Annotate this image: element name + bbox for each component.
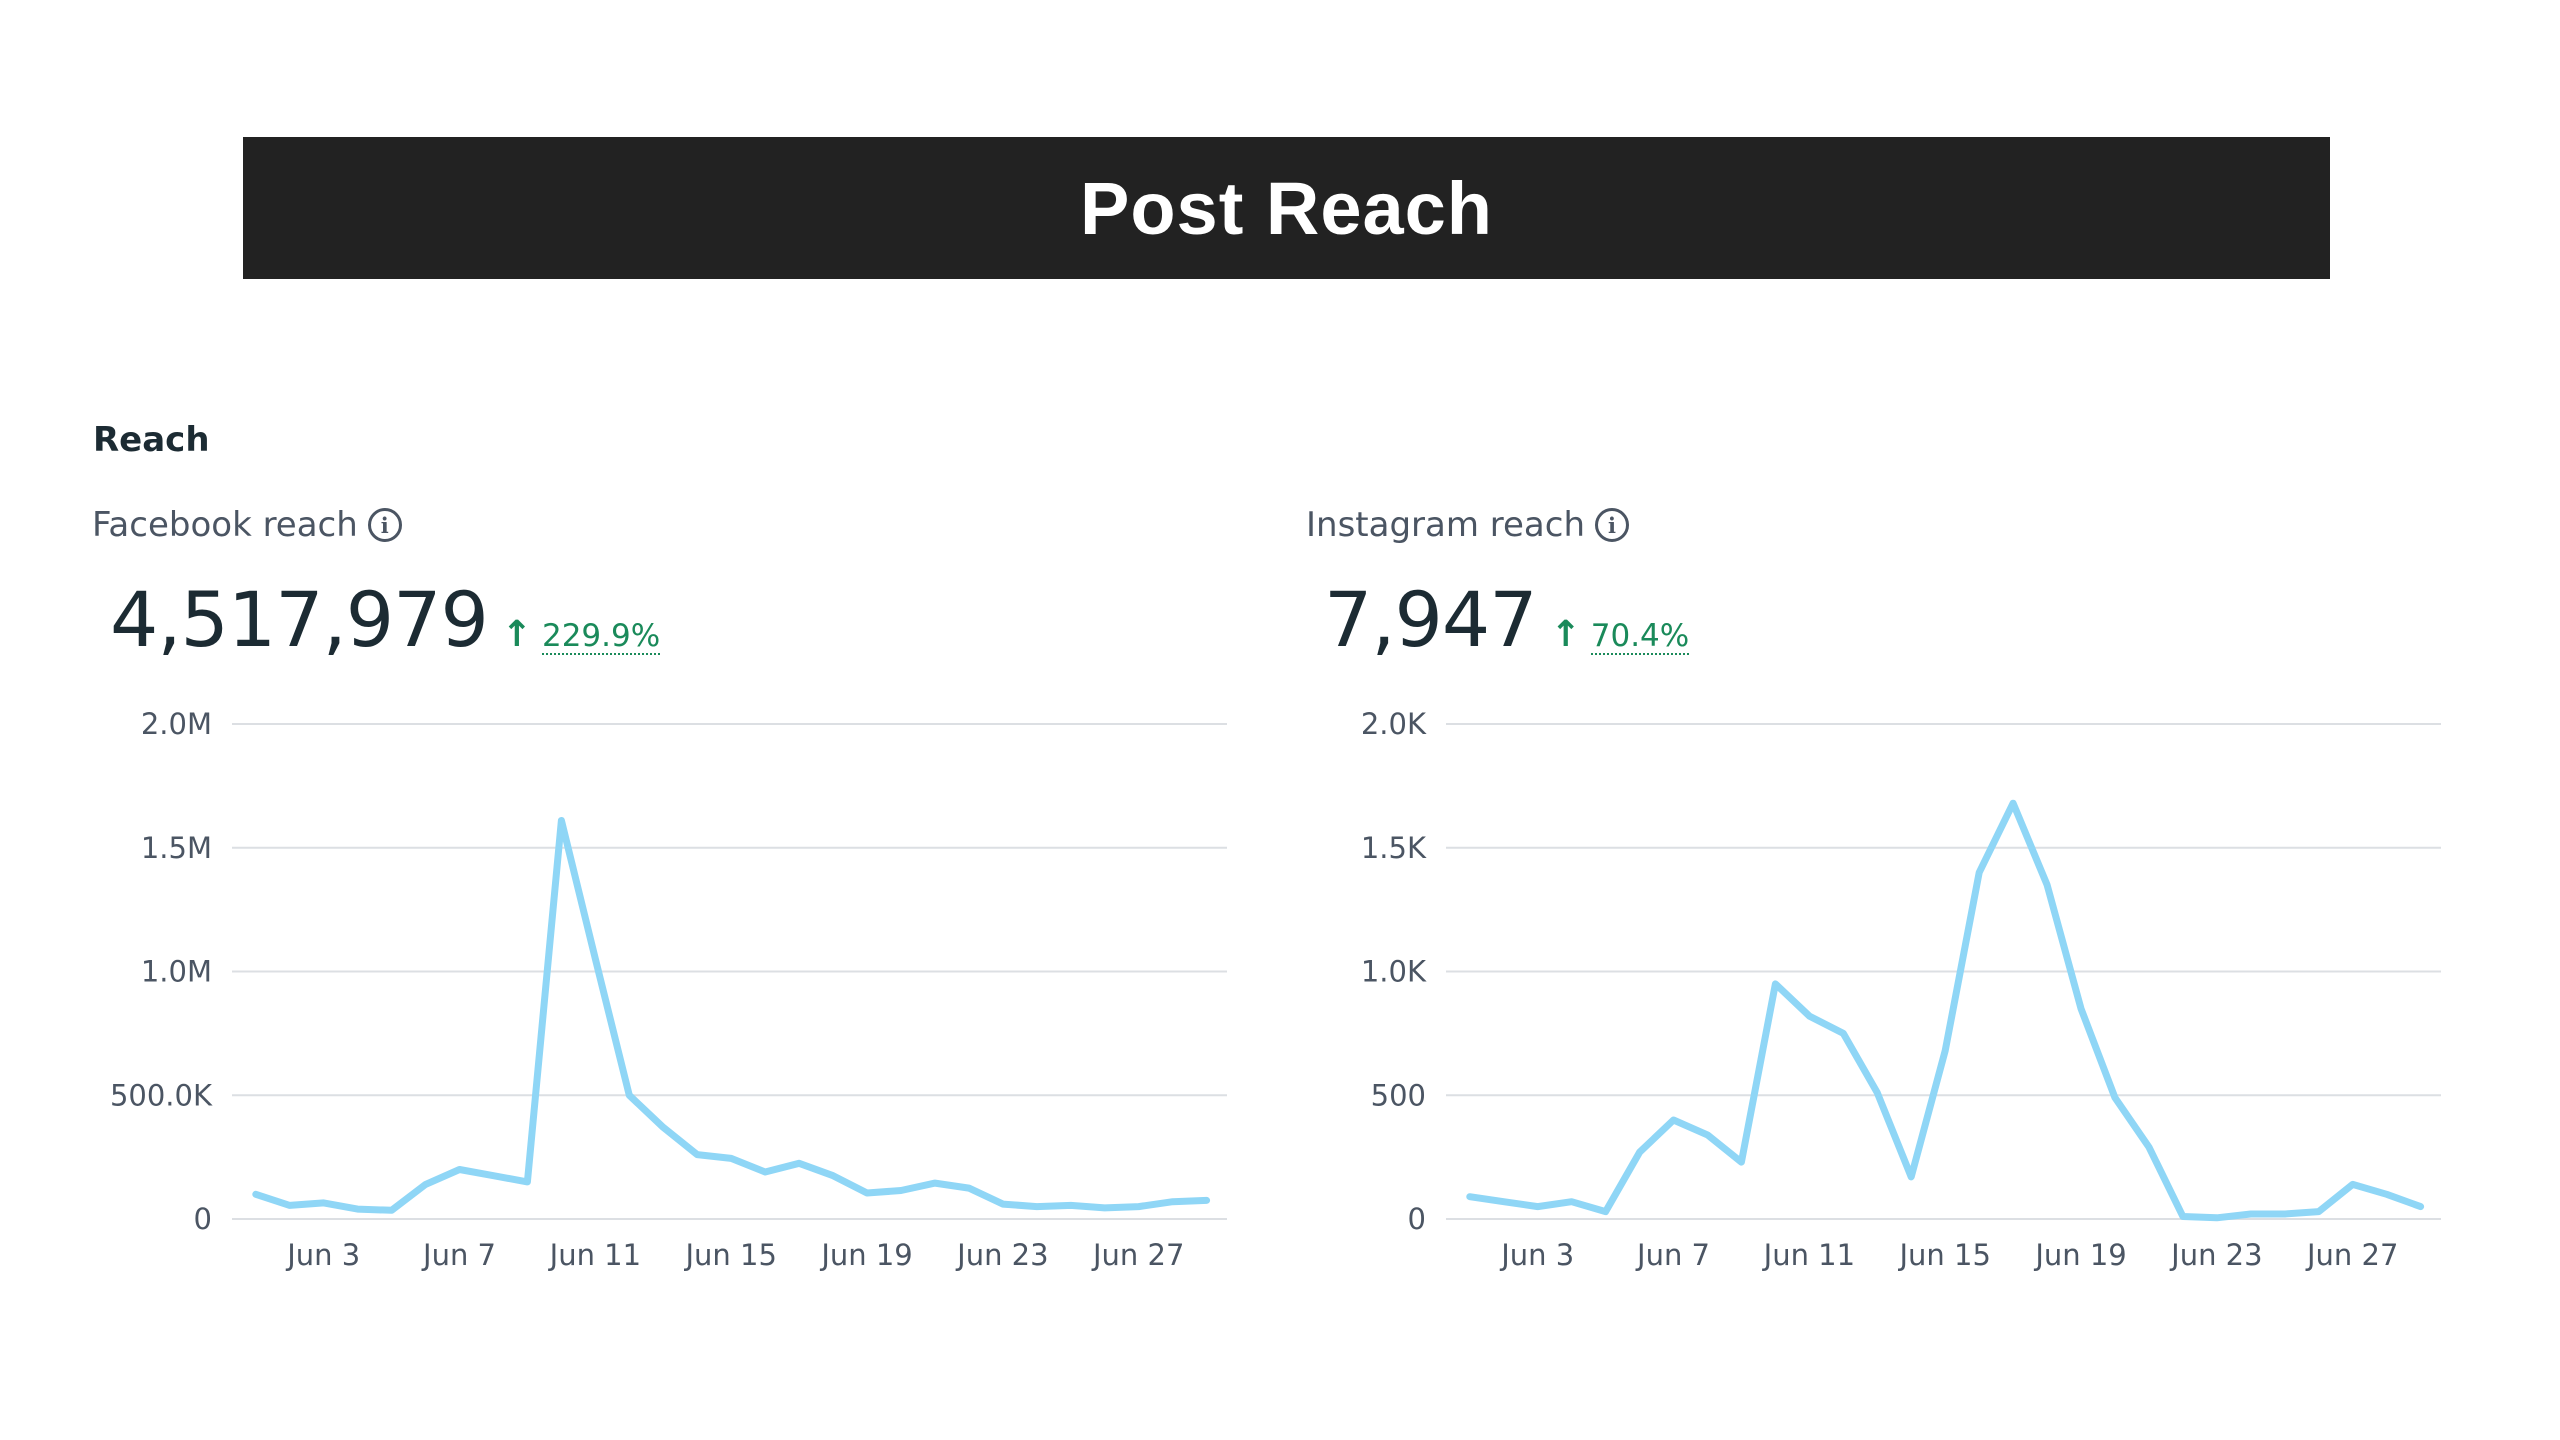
facebook-reach-label-row: Facebook reach i xyxy=(92,505,402,545)
x-tick-label: Jun 15 xyxy=(683,1238,776,1272)
instagram-reach-change[interactable]: 70.4% xyxy=(1590,618,1690,655)
instagram-reach-label-row: Instagram reach i xyxy=(1306,505,1630,545)
instagram-reach-total: 7,947 xyxy=(1324,575,1538,664)
y-tick-label: 500.0K xyxy=(110,1078,213,1112)
y-tick-label: 1.5K xyxy=(1361,831,1427,865)
facebook-reach-label: Facebook reach xyxy=(92,505,358,545)
info-icon[interactable]: i xyxy=(367,508,402,542)
instagram-reach-chart: 0 500 1.0K 1.5K 2.0K Jun 3 Jun 7 Jun 11 Jun 15 Ju… xyxy=(1361,707,2441,1272)
instagram-reach-stat: 7,947 ↑ 70.4% xyxy=(1324,575,1690,664)
x-tick-label: Jun 19 xyxy=(2033,1238,2126,1272)
section-title: Reach xyxy=(93,420,210,460)
facebook-reach-stat: 4,517,979 ↑ 229.9% xyxy=(110,575,661,664)
series-line xyxy=(252,817,1211,1214)
y-tick-label: 2.0K xyxy=(1361,707,1427,741)
x-tick-label: Jun 7 xyxy=(1635,1238,1710,1272)
x-tick-label: Jun 3 xyxy=(285,1238,360,1272)
x-tick-label: Jun 23 xyxy=(955,1238,1048,1272)
facebook-reach-total: 4,517,979 xyxy=(110,575,489,664)
y-tick-label: 1.0M xyxy=(141,955,212,989)
y-tick-label: 2.0M xyxy=(141,707,212,741)
info-icon[interactable]: i xyxy=(1595,508,1630,542)
x-tick-label: Jun 3 xyxy=(1499,1238,1574,1272)
facebook-reach-panel: Facebook reach i 4,517,979 ↑ 229.9% 0 500… xyxy=(92,505,1252,1285)
x-tick-label: Jun 27 xyxy=(2305,1238,2398,1272)
y-tick-label: 1.5M xyxy=(141,831,212,865)
instagram-reach-panel: Instagram reach i 7,947 ↑ 70.4% 0 500 1.0K… xyxy=(1306,505,2466,1285)
y-tick-label: 0 xyxy=(194,1202,212,1236)
instagram-reach-label: Instagram reach xyxy=(1306,505,1586,545)
y-tick-label: 500 xyxy=(1371,1078,1426,1112)
x-tick-label: Jun 23 xyxy=(2169,1238,2262,1272)
x-tick-label: Jun 15 xyxy=(1897,1238,1990,1272)
y-tick-label: 1.0K xyxy=(1361,955,1427,989)
x-tick-label: Jun 7 xyxy=(421,1238,496,1272)
title-banner: Post Reach xyxy=(243,137,2330,279)
x-tick-label: Jun 27 xyxy=(1091,1238,1184,1272)
x-tick-label: Jun 19 xyxy=(819,1238,912,1272)
facebook-reach-chart: 0 500.0K 1.0M 1.5M 2.0M Jun 3 Jun 7 Jun 11 Jun 1… xyxy=(110,707,1227,1272)
y-tick-label: 0 xyxy=(1408,1202,1426,1236)
facebook-reach-change[interactable]: 229.9% xyxy=(541,618,661,655)
banner-title: Post Reach xyxy=(1079,166,1494,250)
x-tick-label: Jun 11 xyxy=(548,1238,641,1272)
x-tick-label: Jun 11 xyxy=(1762,1238,1855,1272)
arrow-up-icon: ↑ xyxy=(501,614,532,655)
series-line xyxy=(1466,799,2425,1222)
arrow-up-icon: ↑ xyxy=(1550,614,1581,655)
